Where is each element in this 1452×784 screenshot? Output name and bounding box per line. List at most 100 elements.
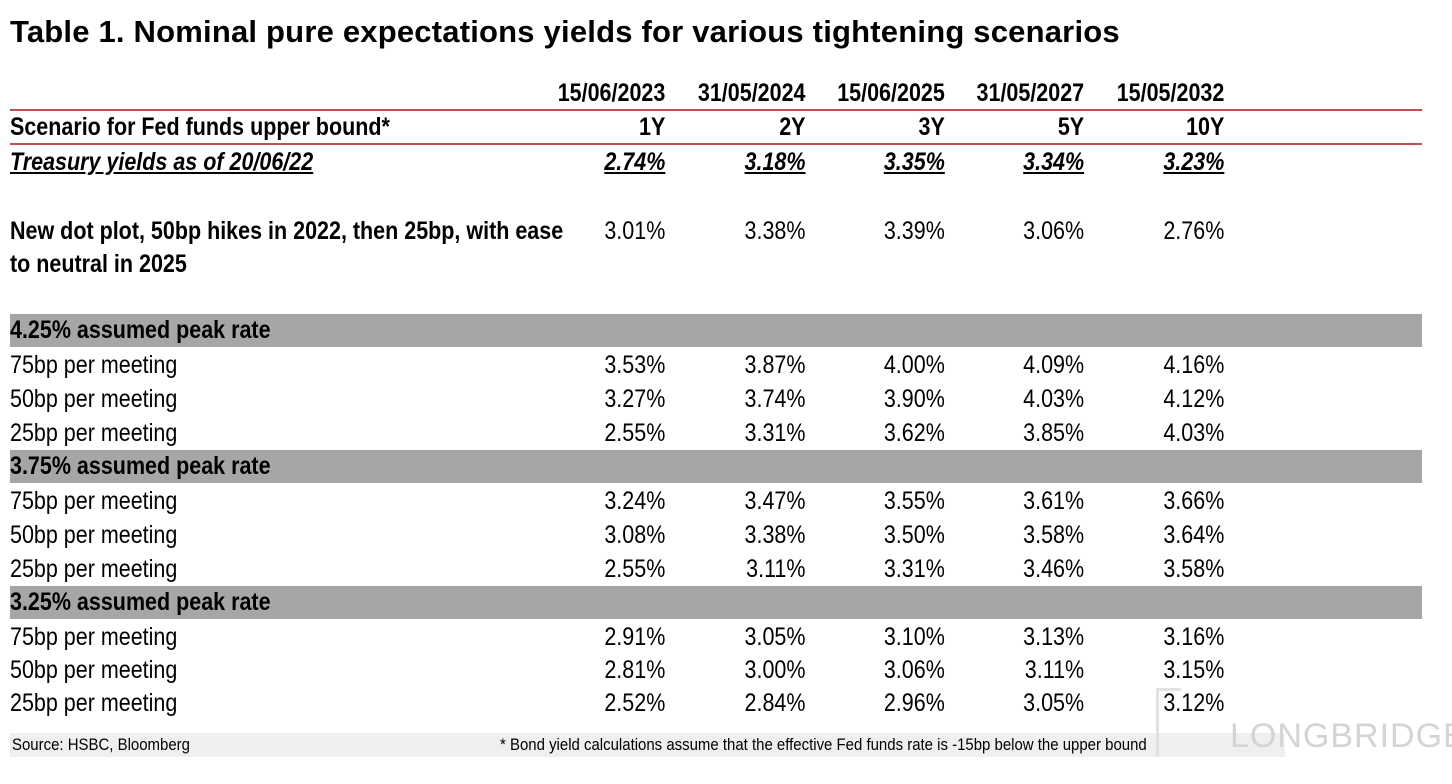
treasury-row: Treasury yields as of 20/06/22 2.74% 3.1… [10,145,1224,179]
cell-value: 3.31% [744,419,806,447]
cell-value: 3.24% [604,487,666,515]
section-band [10,586,1422,619]
cell-value: 3.15% [1163,656,1225,684]
cell-value: 3.61% [1023,487,1085,515]
cell-value: 2.55% [604,419,666,447]
cell-value: 4.16% [1163,351,1225,379]
row-label: 75bp per meeting [10,623,178,651]
dot-plot-value: 3.39% [883,217,945,245]
section-title: 4.25% assumed peak rate [10,316,271,344]
section-title: 3.75% assumed peak rate [10,452,271,480]
table-row: 75bp per meeting 3.53% 3.87% 4.00% 4.09%… [10,348,1224,382]
cell-value: 3.64% [1163,521,1225,549]
cell-value: 3.05% [1023,689,1085,717]
cell-value: 3.00% [744,656,806,684]
cell-value: 2.55% [604,555,666,583]
cell-value: 4.03% [1163,419,1225,447]
tenor-header: 1Y [639,113,666,141]
row-label: 50bp per meeting [10,521,178,549]
date-header: 15/06/2023 [557,79,666,107]
cell-value: 3.12% [1163,689,1225,717]
cell-value: 2.52% [604,689,666,717]
row-label: 25bp per meeting [10,689,178,717]
cell-value: 3.87% [744,351,806,379]
header-rule [10,109,1422,111]
cell-value: 3.90% [883,385,945,413]
cell-value: 3.50% [883,521,945,549]
table-row: 50bp per meeting 2.81% 3.00% 3.06% 3.11%… [10,653,1224,687]
cell-value: 4.09% [1023,351,1085,379]
treasury-label: Treasury yields as of 20/06/22 [10,148,314,176]
table-row: 75bp per meeting 2.91% 3.05% 3.10% 3.13%… [10,620,1224,654]
cell-value: 4.00% [883,351,945,379]
cell-value: 3.06% [883,656,945,684]
cell-value: 2.84% [744,689,806,717]
cell-value: 3.27% [604,385,666,413]
date-header: 15/06/2025 [837,79,945,107]
treasury-value: 3.35% [883,148,945,176]
section-band [10,450,1422,483]
tenor-header: 10Y [1186,113,1225,141]
dot-plot-row: New dot plot, 50bp hikes in 2022, then 2… [10,214,1224,248]
dot-plot-value: 3.38% [744,217,806,245]
watermark-logo-icon [1156,688,1181,757]
section-band [10,314,1422,347]
header-rule [10,143,1422,145]
tenor-header-row: Scenario for Fed funds upper bound* 1Y 2… [10,110,1224,144]
table-row: 25bp per meeting 2.55% 3.11% 3.31% 3.46%… [10,552,1224,586]
cell-value: 3.55% [883,487,945,515]
watermark: LONGBRIDGE [1150,688,1452,758]
table-row: 25bp per meeting 2.55% 3.31% 3.62% 3.85%… [10,416,1224,450]
cell-value: 2.96% [883,689,945,717]
cell-value: 2.81% [604,656,666,684]
dot-plot-label-line1: New dot plot, 50bp hikes in 2022, then 2… [10,217,564,245]
tenor-header: 2Y [779,113,806,141]
table-row: 50bp per meeting 3.08% 3.38% 3.50% 3.58%… [10,518,1224,552]
cell-value: 3.47% [744,487,806,515]
date-header-row: 15/06/2023 31/05/2024 15/06/2025 31/05/2… [10,76,1225,110]
date-header: 31/05/2024 [697,79,806,107]
table-row: 75bp per meeting 3.24% 3.47% 3.55% 3.61%… [10,484,1224,518]
table-row: 50bp per meeting 3.27% 3.74% 3.90% 4.03%… [10,382,1224,416]
row-label: 75bp per meeting [10,487,178,515]
date-header: 15/05/2032 [1116,79,1225,107]
row-label: 50bp per meeting [10,656,178,684]
cell-value: 4.12% [1163,385,1225,413]
scenario-header-label: Scenario for Fed funds upper bound* [10,113,390,141]
cell-value: 3.85% [1023,419,1085,447]
row-label: 75bp per meeting [10,351,178,379]
watermark-text: LONGBRIDGE [1230,717,1452,755]
dot-plot-value: 3.06% [1023,217,1085,245]
cell-value: 3.10% [883,623,945,651]
table-row: 25bp per meeting 2.52% 2.84% 2.96% 3.05%… [10,686,1224,720]
cell-value: 3.05% [744,623,806,651]
dot-plot-value: 2.76% [1163,217,1225,245]
cell-value: 3.46% [1023,555,1085,583]
cell-value: 3.58% [1023,521,1085,549]
footer-band: Source: HSBC, Bloomberg * Bond yield cal… [10,733,1285,757]
cell-value: 3.62% [883,419,945,447]
cell-value: 2.91% [604,623,666,651]
cell-value: 3.66% [1163,487,1225,515]
treasury-value: 3.34% [1023,148,1085,176]
cell-value: 3.11% [1024,656,1085,684]
cell-value: 4.03% [1023,385,1085,413]
cell-value: 3.38% [744,521,806,549]
cell-value: 3.16% [1163,623,1225,651]
section-title: 3.25% assumed peak rate [10,588,271,616]
treasury-value: 3.18% [744,148,806,176]
cell-value: 3.31% [883,555,945,583]
footnote: * Bond yield calculations assume that th… [500,735,1147,754]
treasury-value: 2.74% [604,148,666,176]
row-label: 25bp per meeting [10,555,178,583]
source-note: Source: HSBC, Bloomberg [12,735,190,754]
row-label: 50bp per meeting [10,385,178,413]
cell-value: 3.08% [604,521,666,549]
dot-plot-value: 3.01% [604,217,666,245]
tenor-header: 3Y [918,113,945,141]
cell-value: 3.58% [1163,555,1225,583]
treasury-value: 3.23% [1163,148,1225,176]
cell-value: 3.13% [1023,623,1085,651]
cell-value: 3.74% [744,385,806,413]
cell-value: 3.11% [746,555,806,583]
